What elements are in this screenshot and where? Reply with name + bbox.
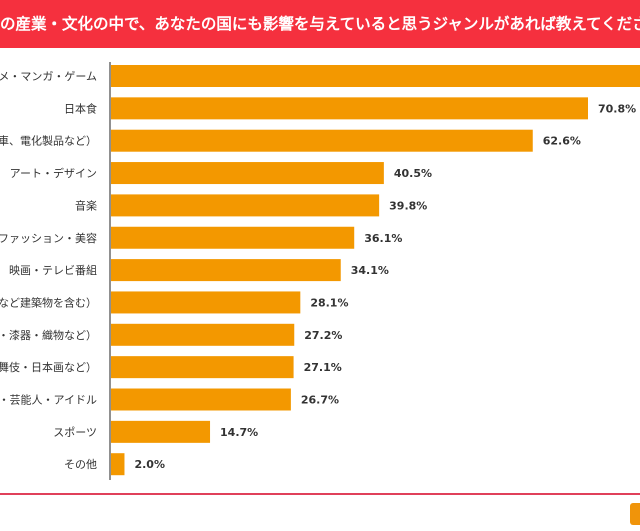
category-label: その他 <box>64 458 97 471</box>
category-label: 歌舞伎・日本画など） <box>0 360 97 374</box>
bar <box>111 259 341 282</box>
value-label: 62.6% <box>543 135 581 148</box>
bar <box>111 226 355 249</box>
bar <box>111 323 295 346</box>
category-label: 園など建築物を含む） <box>0 295 97 309</box>
bar <box>111 291 301 314</box>
bar <box>111 194 380 217</box>
bar <box>111 388 291 411</box>
value-label: 36.1% <box>364 232 402 245</box>
value-label: 39.8% <box>389 199 427 212</box>
value-label: 14.7% <box>220 426 258 439</box>
bar <box>111 97 588 120</box>
category-label: 動車、電化製品など） <box>0 134 97 148</box>
category-label: 器・漆器・織物など） <box>0 328 97 342</box>
bar <box>111 162 384 185</box>
value-label: 27.2% <box>304 329 342 342</box>
category-label: スポーツ <box>53 426 97 439</box>
category-label: アート・デザイン <box>10 166 97 180</box>
category-label: 優・芸能人・アイドル <box>0 393 97 407</box>
chart-title-bar: の産業・文化の中で、あなたの国にも影響を与えていると思うジャンルがあれば教えてく… <box>0 0 640 48</box>
bar <box>111 453 125 476</box>
value-label: 26.7% <box>301 394 339 407</box>
bar <box>111 420 211 443</box>
logo-icon <box>630 503 640 525</box>
value-label: 34.1% <box>351 264 389 277</box>
category-label: ニメ・マンガ・ゲーム <box>0 70 97 83</box>
value-label: 40.5% <box>394 167 432 180</box>
value-label: 2.0% <box>134 458 165 471</box>
chart-title: の産業・文化の中で、あなたの国にも影響を与えていると思うジャンルがあれば教えてく… <box>0 15 640 33</box>
bar <box>111 65 640 87</box>
bar <box>111 356 294 379</box>
category-label: ファッション・美容 <box>0 231 97 245</box>
value-label: 28.1% <box>310 296 348 309</box>
category-label: 日本食 <box>64 101 97 115</box>
value-label: 27.1% <box>304 361 342 374</box>
category-label: 映画・テレビ番組 <box>9 264 97 277</box>
category-label: 音楽 <box>75 198 97 212</box>
bottom-divider <box>0 493 640 495</box>
value-label: 70.8% <box>598 102 636 115</box>
bar <box>111 129 533 152</box>
